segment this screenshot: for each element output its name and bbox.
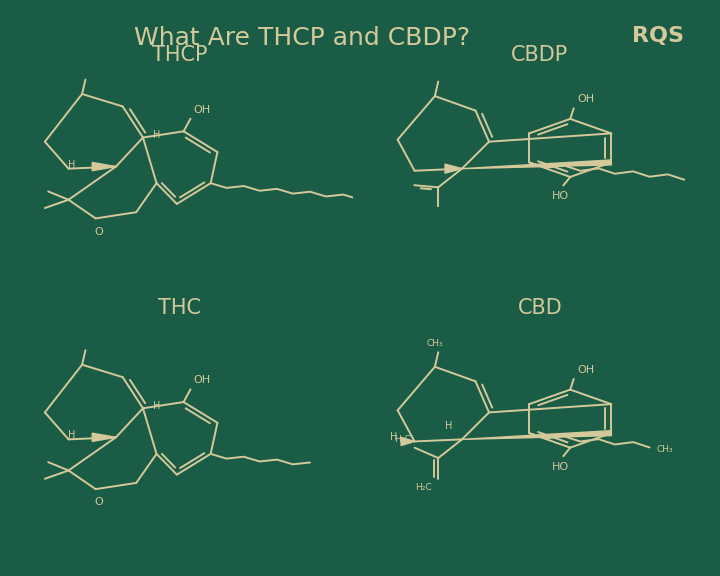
Text: OH: OH — [194, 376, 211, 385]
Text: H: H — [445, 421, 452, 431]
Text: H: H — [68, 160, 76, 169]
Polygon shape — [462, 160, 611, 169]
Text: O: O — [94, 227, 104, 237]
Text: THC: THC — [158, 298, 202, 318]
Text: H₂C: H₂C — [415, 483, 431, 492]
Text: CBDP: CBDP — [511, 45, 569, 65]
Text: CH₃: CH₃ — [426, 339, 444, 348]
Text: OH: OH — [577, 94, 594, 104]
Polygon shape — [462, 431, 611, 439]
Text: H₃C: H₃C — [395, 434, 411, 444]
Text: What Are THCP and CBDP?: What Are THCP and CBDP? — [135, 26, 470, 50]
Text: O: O — [94, 498, 104, 507]
Text: CH₃: CH₃ — [657, 445, 673, 454]
Text: RQS: RQS — [632, 26, 684, 46]
Text: HO: HO — [552, 462, 569, 472]
Polygon shape — [401, 437, 415, 446]
Text: THCP: THCP — [152, 45, 208, 65]
Text: OH: OH — [194, 105, 211, 115]
Polygon shape — [92, 162, 116, 170]
Text: H: H — [68, 430, 76, 440]
Text: H: H — [390, 433, 397, 442]
Polygon shape — [92, 433, 116, 441]
Text: CBD: CBD — [518, 298, 562, 318]
Polygon shape — [445, 164, 462, 173]
Text: H: H — [153, 401, 161, 411]
Text: OH: OH — [577, 365, 594, 375]
Text: HO: HO — [552, 191, 569, 202]
Text: H: H — [153, 131, 161, 141]
